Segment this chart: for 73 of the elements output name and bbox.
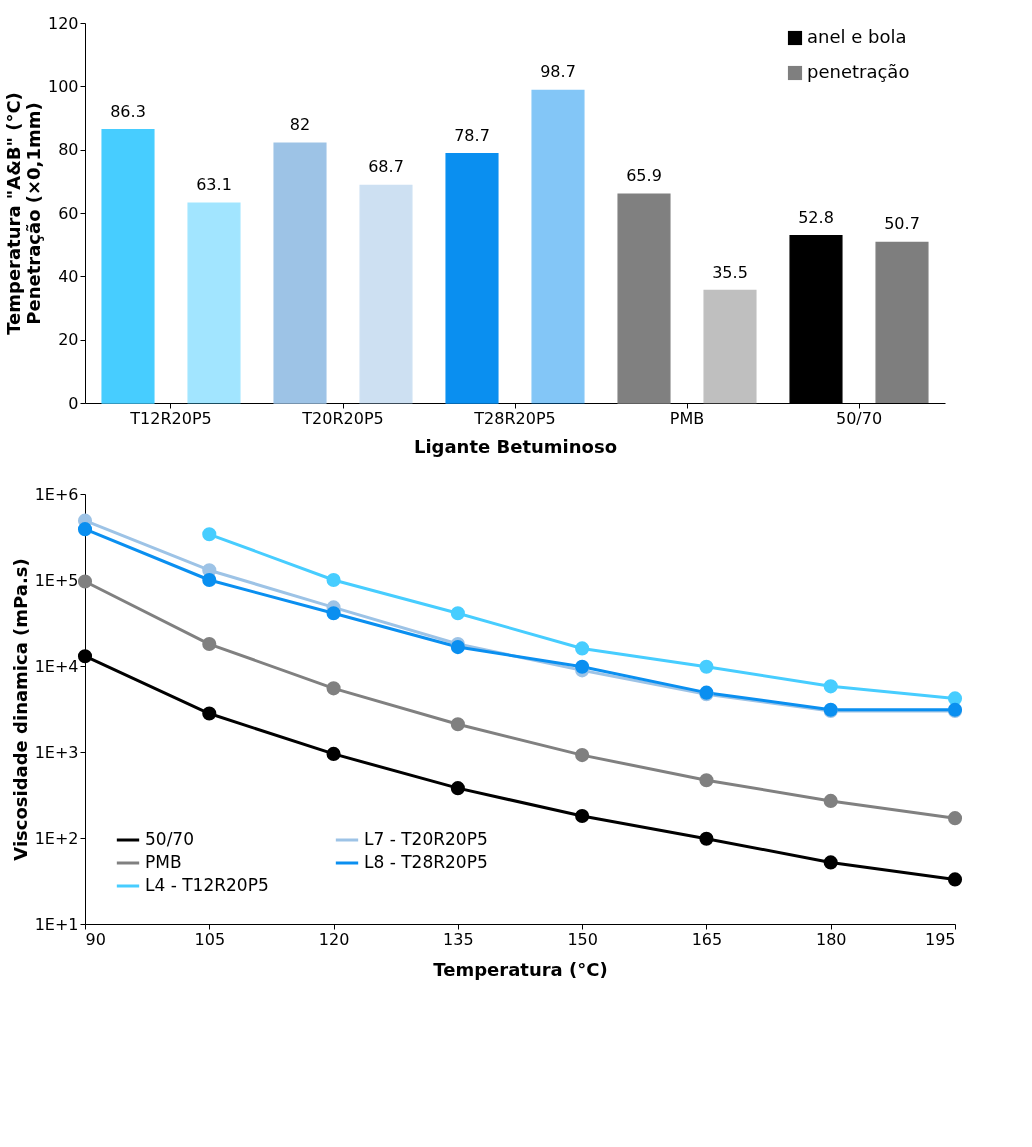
data-label: 86.3 xyxy=(110,101,146,121)
point xyxy=(326,572,341,588)
data-label: 65.9 xyxy=(626,166,662,186)
y-tick-label: 1E+6 xyxy=(34,484,79,504)
point xyxy=(202,636,217,652)
y-tick-label: 1E+1 xyxy=(34,914,79,934)
x-tick-label: T28R20P5 xyxy=(473,408,556,428)
data-label: 78.7 xyxy=(454,125,490,145)
point xyxy=(450,717,465,732)
point xyxy=(575,641,590,656)
point xyxy=(823,679,838,694)
x-tick-label: 150 xyxy=(567,929,598,949)
data-label: 50.7 xyxy=(884,214,920,234)
point xyxy=(575,659,590,674)
x-tick-label: 180 xyxy=(815,929,847,949)
point xyxy=(947,872,963,887)
legend-label: L7 - T20R20P5 xyxy=(364,829,488,849)
x-tick-label: PMB xyxy=(669,408,705,428)
x-tick-label: 105 xyxy=(194,929,226,949)
point xyxy=(699,831,714,846)
point xyxy=(823,793,838,808)
point xyxy=(77,649,93,664)
point xyxy=(699,659,714,674)
data-label: 35.5 xyxy=(712,262,748,282)
legend-label: L8 - T28R20P5 xyxy=(364,852,488,872)
x-axis-title: Temperatura (°C) xyxy=(433,958,608,980)
y-tick-label: 40 xyxy=(58,266,79,286)
point xyxy=(947,811,963,826)
x-axis-title: Ligante Betuminoso xyxy=(413,435,618,457)
x-tick-label: 135 xyxy=(443,929,474,949)
point xyxy=(450,781,465,796)
point xyxy=(77,574,93,589)
data-label: 63.1 xyxy=(196,175,232,195)
y-tick-label: 80 xyxy=(58,140,79,160)
y-tick-label: 120 xyxy=(47,13,79,33)
legend-label: anel e bola xyxy=(807,26,907,47)
point xyxy=(326,606,341,621)
point xyxy=(202,706,217,721)
y-tick-label: 1E+3 xyxy=(34,742,79,762)
point xyxy=(202,527,217,542)
x-tick-label: 195 xyxy=(924,929,956,949)
data-label: 52.8 xyxy=(798,207,834,227)
point xyxy=(450,606,465,621)
x-tick-label: T20R20P5 xyxy=(301,408,384,428)
y-tick-label: 1E+2 xyxy=(34,828,79,848)
y-tick-label: 20 xyxy=(58,330,79,350)
data-label: 68.7 xyxy=(368,157,404,177)
x-tick-label: 120 xyxy=(318,929,350,949)
y-tick-label: 0 xyxy=(68,393,79,413)
x-tick-label: 165 xyxy=(691,929,723,949)
point xyxy=(326,681,341,696)
point xyxy=(77,522,93,537)
point xyxy=(326,746,341,761)
point xyxy=(575,748,590,763)
legend-label: 50/70 xyxy=(145,829,194,849)
point xyxy=(575,808,590,824)
y-tick-label: 100 xyxy=(47,76,79,96)
y-tick-label: 1E+5 xyxy=(34,570,79,590)
point xyxy=(823,855,838,870)
y-tick-label: 60 xyxy=(58,203,79,223)
legend-label: PMB xyxy=(145,852,182,872)
data-label: 98.7 xyxy=(540,62,576,82)
y-tick-label: 1E+4 xyxy=(34,656,79,676)
y-axis-title: Temperatura "A&B" (°C) Penetração (×0,1mm) xyxy=(2,92,44,335)
point xyxy=(699,773,714,788)
data-label: 82 xyxy=(289,115,311,135)
legend-label: L4 - T12R20P5 xyxy=(145,875,269,895)
x-tick-label: 90 xyxy=(85,929,106,949)
point xyxy=(202,572,217,588)
x-tick-label: 50/70 xyxy=(835,408,883,428)
legend-label: penetração xyxy=(807,61,910,82)
x-tick-label: T12R20P5 xyxy=(129,408,212,428)
y-axis-title: Viscosidade dinamica (mPa.s) xyxy=(9,558,31,861)
